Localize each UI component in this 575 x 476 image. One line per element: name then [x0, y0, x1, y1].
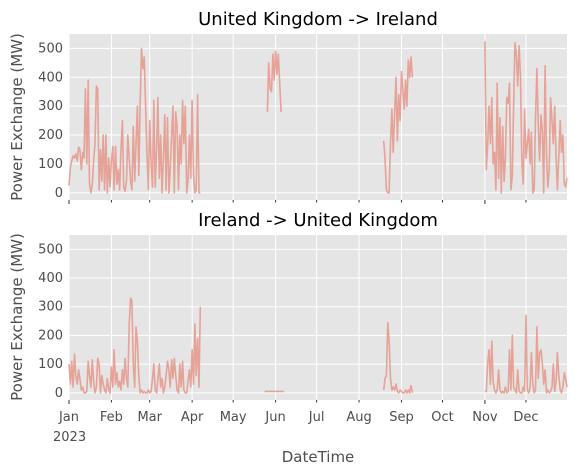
y-tick-label: 300	[38, 300, 63, 315]
y-tick-label: 400	[38, 70, 63, 85]
series-line	[266, 50, 282, 112]
x-tick-label: Feb	[100, 410, 123, 425]
y-axis-label: Power Exchange (MW)	[8, 233, 26, 401]
series-line	[68, 47, 201, 194]
series-line	[484, 41, 568, 194]
y-ticks: 0 100 200 300 400 500	[38, 242, 63, 400]
plot-area	[69, 235, 567, 400]
x-tick-year: 2023	[53, 430, 86, 445]
chart-title: Ireland -> United Kingdom	[198, 210, 438, 231]
x-ticks: Jan Feb Mar Apr May Jun Jul Aug Sep Oct Nov Dec	[58, 400, 539, 425]
x-tick-label: Mar	[137, 410, 162, 425]
y-tick-label: 500	[38, 242, 63, 257]
y-axis-label: Power Exchange (MW)	[8, 33, 26, 201]
x-tick-label: Apr	[181, 410, 204, 425]
x-tick-label: Oct	[431, 410, 453, 425]
x-tick-label: Dec	[513, 410, 538, 425]
y-tick-label: 100	[38, 357, 63, 372]
x-tick-label: Sep	[389, 410, 414, 425]
series-line	[484, 314, 568, 394]
x-tick-label: Jun	[264, 410, 285, 425]
x-tick-label: Jan	[58, 410, 79, 425]
y-tick-label: 0	[55, 386, 63, 401]
series-line	[382, 321, 414, 394]
x-tick-label: Nov	[472, 410, 498, 425]
series-line	[68, 297, 202, 394]
series-lines	[68, 41, 568, 194]
chart-title: United Kingdom -> Ireland	[198, 9, 438, 30]
y-tick-label: 0	[55, 186, 63, 201]
chart-ireland-to-uk: Ireland -> United Kingdom 0 100 200 300 400 5…	[8, 210, 568, 466]
x-tick-label: Aug	[346, 410, 371, 425]
x-tick-label: May	[220, 410, 247, 425]
y-tick-label: 500	[38, 41, 63, 56]
y-tick-label: 300	[38, 99, 63, 114]
y-tick-label: 200	[38, 328, 63, 343]
x-ticks	[68, 200, 527, 204]
series-lines	[68, 297, 568, 394]
chart-uk-to-ireland: United Kingdom -> Ireland 0 100 200 300 400 5…	[8, 9, 568, 204]
series-line	[382, 56, 414, 194]
y-ticks: 0 100 200 300 400 500	[38, 41, 63, 200]
y-tick-label: 100	[38, 157, 63, 172]
x-axis-label: DateTime	[282, 448, 355, 466]
y-tick-label: 200	[38, 128, 63, 143]
y-tick-label: 400	[38, 271, 63, 286]
x-tick-label: Jul	[308, 410, 325, 425]
